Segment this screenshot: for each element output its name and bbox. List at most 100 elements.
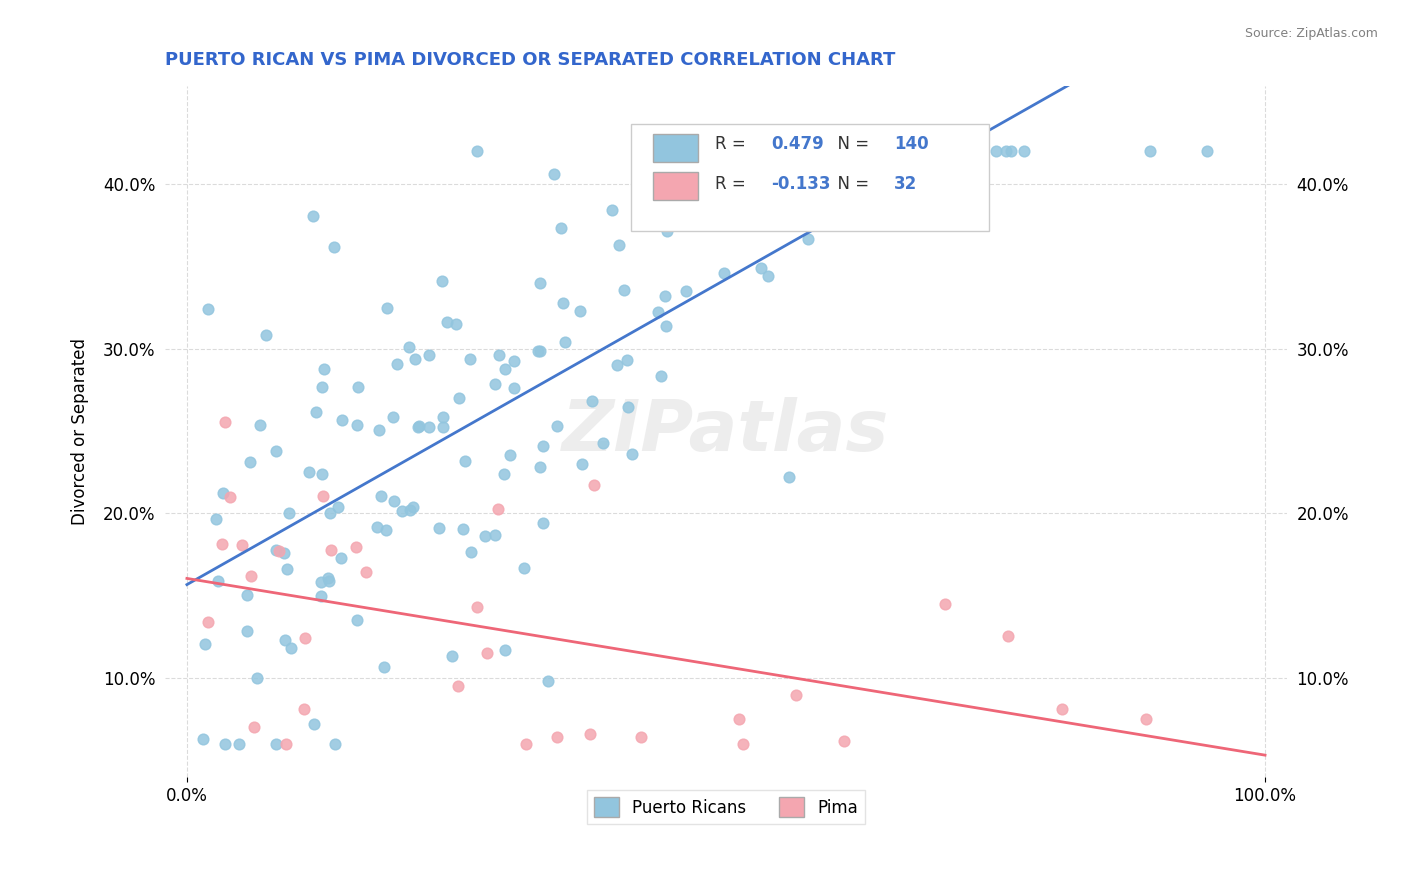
Point xyxy=(197,615,219,630)
FancyBboxPatch shape xyxy=(654,172,697,200)
Point xyxy=(474,529,496,543)
Point xyxy=(849,145,872,159)
Text: ZIPatlas: ZIPatlas xyxy=(562,397,890,466)
Point xyxy=(875,145,897,159)
Point xyxy=(499,448,522,462)
Point xyxy=(742,145,765,159)
Point xyxy=(207,574,229,589)
Point xyxy=(330,550,353,565)
Point xyxy=(194,637,217,651)
Point xyxy=(969,145,991,159)
Point xyxy=(326,500,349,515)
Point xyxy=(204,512,226,526)
Point xyxy=(650,368,672,383)
Point xyxy=(294,631,316,645)
Point xyxy=(319,506,342,520)
Point xyxy=(212,486,235,500)
Point xyxy=(309,574,332,589)
Point xyxy=(231,538,253,552)
Point xyxy=(537,673,560,688)
Point xyxy=(444,317,467,331)
Point xyxy=(579,727,602,741)
Point xyxy=(451,522,474,536)
Point xyxy=(796,231,818,245)
Point xyxy=(1014,145,1036,159)
Point xyxy=(778,470,800,484)
Point xyxy=(645,167,668,181)
Point xyxy=(214,415,236,429)
Point xyxy=(934,597,956,611)
Point xyxy=(436,315,458,329)
Point xyxy=(276,562,298,576)
Point xyxy=(550,221,572,235)
Point xyxy=(366,519,388,533)
Point xyxy=(1195,145,1218,159)
Point xyxy=(460,351,482,366)
Point xyxy=(592,436,614,450)
Point xyxy=(305,405,328,419)
Point xyxy=(571,458,593,472)
Point xyxy=(404,352,426,367)
Point xyxy=(1000,145,1022,159)
Text: 140: 140 xyxy=(894,136,929,153)
Point xyxy=(647,305,669,319)
Point xyxy=(502,354,524,368)
Point xyxy=(995,145,1018,159)
Point xyxy=(385,357,408,371)
Point xyxy=(266,543,288,558)
Point xyxy=(488,347,510,361)
Point xyxy=(616,352,638,367)
Point xyxy=(546,419,568,434)
Point xyxy=(375,523,398,537)
Point xyxy=(243,720,266,734)
Point xyxy=(759,150,782,164)
Text: R =: R = xyxy=(714,175,751,193)
Point xyxy=(399,503,422,517)
Point xyxy=(546,730,568,744)
Point xyxy=(318,574,340,588)
Point xyxy=(354,566,377,580)
Point xyxy=(273,545,295,559)
Point xyxy=(568,303,591,318)
Point xyxy=(314,361,336,376)
Point xyxy=(460,545,482,559)
Point xyxy=(612,283,634,297)
Point xyxy=(309,589,332,603)
Text: 0.479: 0.479 xyxy=(770,136,824,153)
Point xyxy=(494,643,516,657)
Point xyxy=(311,379,333,393)
Point xyxy=(239,569,262,583)
Point xyxy=(347,379,370,393)
Point xyxy=(191,732,214,747)
Point xyxy=(432,420,454,434)
Point xyxy=(617,400,640,414)
Point xyxy=(484,377,506,392)
Point xyxy=(235,588,257,602)
Point xyxy=(465,599,488,614)
Point xyxy=(408,419,430,434)
Point xyxy=(321,542,343,557)
Point xyxy=(219,490,242,504)
Point xyxy=(254,328,277,343)
Point xyxy=(346,418,368,433)
Point xyxy=(274,633,297,648)
Text: 32: 32 xyxy=(894,175,917,193)
Point xyxy=(602,202,624,217)
Point xyxy=(657,165,679,179)
Point xyxy=(554,334,576,349)
Point xyxy=(655,224,678,238)
Point xyxy=(759,186,782,200)
Point xyxy=(211,537,233,551)
Point xyxy=(733,737,755,751)
Point xyxy=(375,301,398,316)
Point xyxy=(1135,712,1157,726)
Point xyxy=(527,343,550,358)
Point xyxy=(228,737,250,751)
Point xyxy=(675,285,697,299)
Point xyxy=(502,381,524,395)
Point xyxy=(246,671,269,685)
Point xyxy=(494,362,516,376)
Point xyxy=(792,145,814,159)
Y-axis label: Divorced or Separated: Divorced or Separated xyxy=(72,338,89,524)
Point xyxy=(267,543,290,558)
